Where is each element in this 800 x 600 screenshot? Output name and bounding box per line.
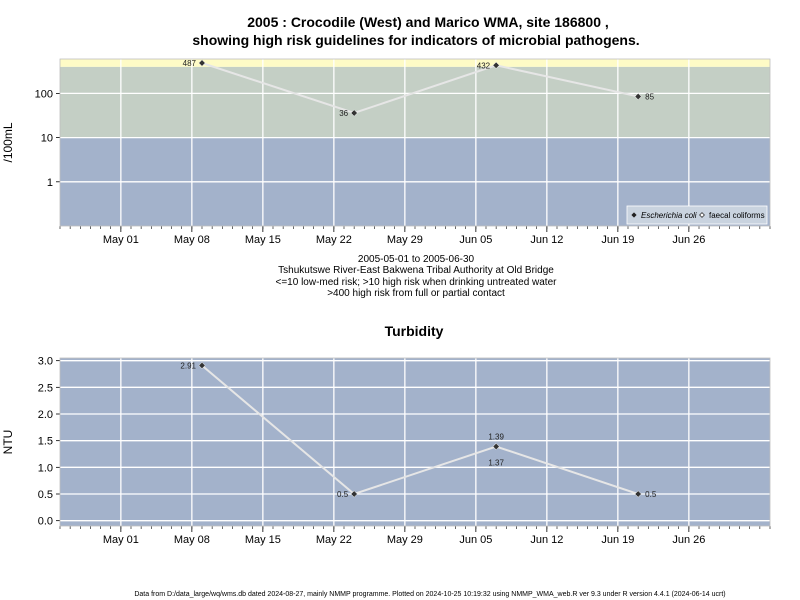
footer-note: Data from D:/data_large/wq/wms.db dated … — [134, 591, 725, 598]
chart2-data-point — [492, 442, 500, 451]
chart2-xtick-label: May 15 — [245, 534, 281, 546]
chart2-data-label: 2.91 — [180, 361, 196, 370]
chart1-xtick-label: May 29 — [387, 234, 423, 246]
chart1-info-line-1: 2005-05-01 to 2005-06-30 — [358, 254, 475, 265]
chart2-x-minor-ticks — [59, 526, 771, 532]
legend-entry-label: faecal coliforms — [709, 211, 765, 220]
chart1-info-line-3: <=10 low-med risk; >10 high risk when dr… — [276, 277, 558, 288]
chart1-plot: May 01 May 08 May 15 May 22 May 29 Jun 05 Jun … — [1, 58, 771, 246]
chart1-x-minor-ticks — [59, 226, 771, 232]
chart1-data-point — [350, 109, 358, 117]
chart1-data-label: 487 — [183, 59, 197, 68]
chart2-frame — [59, 357, 771, 527]
chart1-data-point — [492, 61, 500, 69]
chart2-plot: May 01 May 08 May 15 May 22 May 29 Jun 05 Jun … — [1, 356, 771, 546]
chart1-data-label: 432 — [477, 61, 491, 70]
chart1-data-label: 85 — [645, 93, 654, 102]
chart2-title: Turbidity — [385, 323, 444, 339]
chart2-background — [60, 358, 770, 526]
chart1-xtick-label: May 08 — [174, 234, 210, 246]
chart2-data-label: 0.5 — [337, 490, 349, 499]
chart2-data-label-secondary: 1.37 — [488, 459, 504, 468]
chart1-data-point — [198, 59, 206, 67]
legend-marker-open — [699, 212, 705, 218]
chart1-xtick-label: Jun 05 — [459, 234, 492, 246]
chart2-ytick-label: 3.0 — [38, 356, 53, 368]
chart2-ytick-label: 1.5 — [38, 436, 53, 448]
chart2-xtick-label: Jun 05 — [459, 534, 492, 546]
chart1-xtick-label: May 01 — [103, 234, 139, 246]
chart2-ytick-label: 2.5 — [38, 382, 53, 394]
legend-marker-filled — [631, 212, 637, 218]
chart2-ytick-label: 0.5 — [38, 489, 53, 501]
chart1-data-label: 36 — [339, 109, 348, 118]
legend-entry-label: Escherichia coli — [641, 211, 697, 220]
chart1-title-line1: 2005 : Crocodile (West) and Marico WMA, … — [247, 14, 609, 30]
chart1-info-line-2: Tshukutswe River-East Bakwena Tribal Aut… — [278, 265, 554, 276]
legend-box — [626, 205, 768, 225]
chart2-ytick-label: 2.0 — [38, 409, 53, 421]
chart2-data-label: 1.39 — [488, 433, 504, 442]
chart2-data-label: 0.5 — [645, 490, 657, 499]
chart1-band-2 — [60, 59, 770, 67]
chart2-data-point — [350, 490, 358, 498]
chart2-ylabel: NTU — [1, 430, 15, 455]
chart2-xtick-label: May 08 — [174, 534, 210, 546]
chart1-ytick-label: 1 — [47, 177, 53, 189]
chart1-xtick-label: May 15 — [245, 234, 281, 246]
chart1-frame — [59, 58, 771, 227]
chart1-xtick-label: Jun 26 — [672, 234, 705, 246]
chart1-title-line2: showing high risk guidelines for indicat… — [192, 32, 639, 48]
chart1-data-point — [634, 92, 642, 101]
chart1-xtick-label: Jun 12 — [530, 234, 563, 246]
chart2-xtick-label: Jun 26 — [672, 534, 705, 546]
chart2-ytick-label: 1.0 — [38, 462, 53, 474]
chart1-legend: Escherichia coli faecal coliforms — [626, 205, 768, 225]
chart1-ytick-label: 10 — [41, 133, 53, 145]
chart1-band-1 — [60, 66, 770, 138]
chart1-ytick-label: 100 — [35, 88, 53, 100]
chart1-series-line — [201, 62, 639, 115]
chart2-xtick-label: May 01 — [103, 534, 139, 546]
chart2-xtick-label: May 29 — [387, 534, 423, 546]
chart1-ylabel: /100mL — [1, 122, 15, 162]
chart1-xtick-label: Jun 19 — [601, 234, 634, 246]
chart2-data-point — [198, 361, 206, 370]
chart2-data-point — [634, 490, 642, 498]
chart2-xtick-label: Jun 19 — [601, 534, 634, 546]
chart2-xtick-label: Jun 12 — [530, 534, 563, 546]
chart1-xtick-label: May 22 — [316, 234, 352, 246]
chart2-xtick-label: May 22 — [316, 534, 352, 546]
chart2-series-line — [201, 364, 639, 496]
chart1-info-line-4: >400 high risk from full or partial cont… — [327, 288, 505, 299]
chart2-ytick-label: 0.0 — [38, 516, 53, 528]
